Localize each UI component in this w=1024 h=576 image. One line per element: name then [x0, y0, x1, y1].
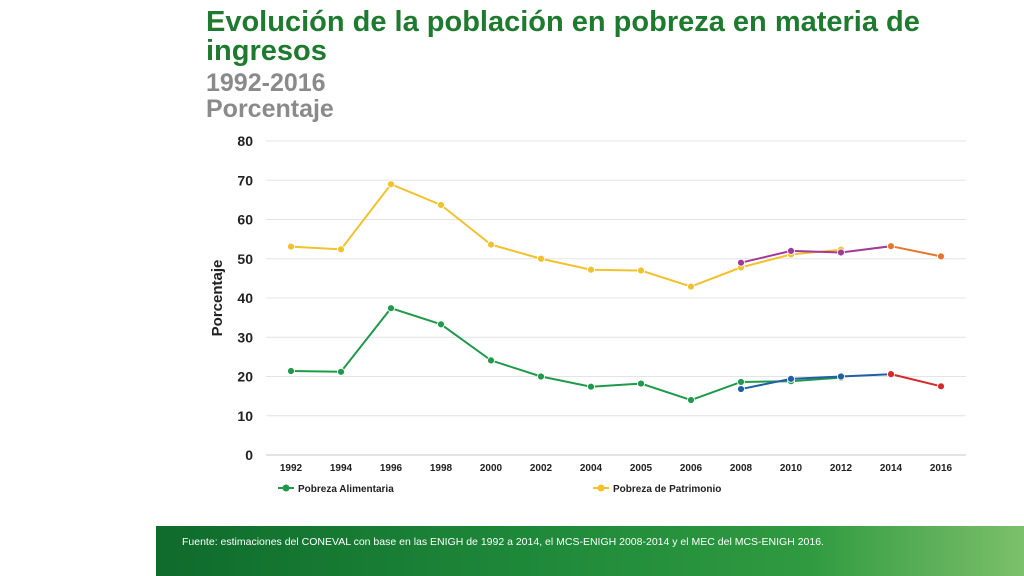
data-point-1-2004 — [587, 265, 595, 274]
y-tick-label-30: 30 — [237, 329, 253, 345]
poverty-line-chart: 0 10 20 30 40 50 60 70 80 1992 1994 1996 1998 2000 200… — [209, 133, 966, 495]
series-line-1 — [290, 182, 842, 288]
data-point-3-2012 — [837, 248, 845, 257]
y-tick-label-0: 0 — [245, 447, 253, 463]
slide-subtitle-years: 1992-2016 — [206, 69, 326, 97]
y-tick-label-60: 60 — [237, 212, 253, 228]
x-tick-label-2008: 2008 — [730, 463, 753, 474]
data-point-1-1998 — [437, 201, 445, 209]
x-tick-label-2010: 2010 — [780, 463, 803, 474]
series-line-3 — [740, 245, 892, 264]
data-point-2-2010 — [787, 374, 795, 383]
y-tick-label-40: 40 — [237, 290, 253, 306]
data-point-0-1998 — [437, 320, 445, 329]
x-tick-label-2004: 2004 — [580, 463, 603, 474]
x-tick-label-2014: 2014 — [880, 463, 903, 474]
data-point-0-2005 — [637, 379, 645, 388]
y-tick-label-10: 10 — [237, 408, 253, 424]
data-point-2-2008 — [737, 385, 745, 393]
x-tick-label-2000: 2000 — [480, 463, 503, 474]
x-tick-label-2006: 2006 — [680, 463, 703, 474]
x-tick-label-2002: 2002 — [530, 463, 553, 474]
series-line-0 — [290, 307, 842, 402]
x-tick-label-1992: 1992 — [280, 463, 303, 474]
data-point-1-2005 — [637, 266, 645, 275]
x-tick-label-1998: 1998 — [430, 463, 453, 474]
y-tick-label-20: 20 — [237, 369, 253, 385]
x-tick-label-2012: 2012 — [830, 463, 853, 474]
data-point-1-2002 — [537, 254, 545, 263]
source-footer: Fuente: estimaciones del CONEVAL con bas… — [156, 526, 1024, 576]
data-point-1-2006 — [687, 282, 695, 291]
data-point-4-2014 — [887, 370, 895, 379]
data-point-0-2000 — [487, 356, 495, 365]
legend-swatch-point-0 — [282, 484, 290, 492]
data-point-3-2010 — [787, 246, 795, 255]
data-point-3-2008 — [737, 258, 745, 267]
legend-swatch-point-1 — [597, 484, 605, 492]
data-point-2-2012 — [837, 372, 845, 381]
data-point-0-1996 — [387, 304, 395, 313]
data-point-1-1996 — [387, 180, 395, 189]
data-point-0-2008 — [737, 378, 745, 386]
data-point-4-2016 — [937, 382, 945, 391]
data-point-0-2006 — [687, 396, 695, 404]
slide-subtitle-unit: Porcentaje — [206, 95, 334, 123]
slide-title: Evolución de la población en pobreza en … — [206, 6, 920, 67]
data-point-1-1994 — [337, 245, 345, 254]
data-point-1-2000 — [487, 240, 495, 249]
x-tick-label-2016: 2016 — [930, 463, 953, 474]
series-line-5 — [890, 245, 942, 258]
data-point-0-2004 — [587, 382, 595, 391]
series-line-4 — [890, 373, 942, 388]
y-axis-label: Porcentaje — [209, 260, 226, 337]
y-tick-label-70: 70 — [237, 172, 253, 188]
x-tick-label-2005: 2005 — [630, 463, 653, 474]
data-point-5-2014 — [887, 242, 895, 251]
legend-label-1: Pobreza de Patrimonio — [613, 484, 721, 495]
data-point-1-1992 — [287, 242, 295, 251]
data-point-0-1994 — [337, 367, 345, 376]
left-margin — [0, 0, 156, 576]
y-tick-label-50: 50 — [237, 251, 253, 267]
y-tick-label-80: 80 — [237, 133, 253, 149]
x-tick-label-1994: 1994 — [330, 463, 353, 474]
data-point-0-2002 — [537, 372, 545, 381]
data-point-0-1992 — [287, 367, 295, 375]
data-point-5-2016 — [937, 252, 945, 261]
x-tick-label-1996: 1996 — [380, 463, 403, 474]
legend-label-0: Pobreza Alimentaria — [298, 484, 394, 495]
series-line-2 — [740, 373, 892, 391]
source-note: Fuente: estimaciones del CONEVAL con bas… — [182, 536, 824, 548]
